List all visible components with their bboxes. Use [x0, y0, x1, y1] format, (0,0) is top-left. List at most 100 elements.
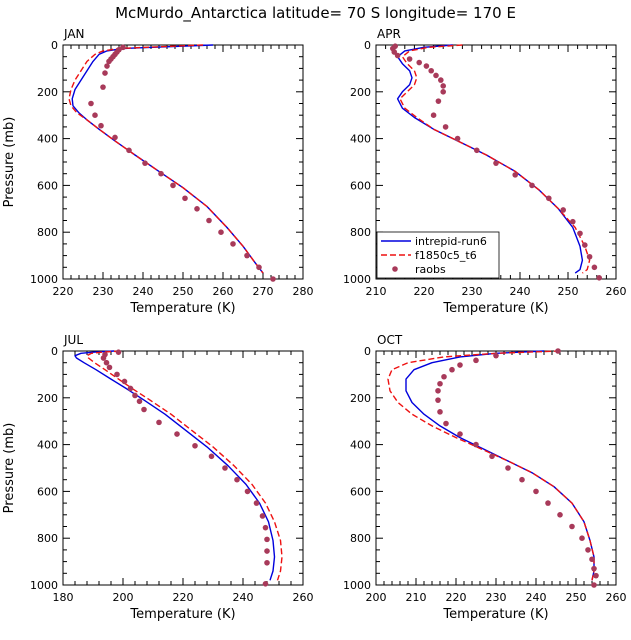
x-tick-label: 220	[414, 285, 435, 298]
raobs-point	[106, 58, 112, 65]
raobs-point	[474, 147, 480, 154]
y-tick-label: 400	[37, 133, 58, 146]
y-tick-label: 1000	[343, 273, 371, 286]
y-tick-label: 800	[37, 532, 58, 545]
raobs-point	[141, 406, 147, 413]
raobs-point	[270, 276, 276, 282]
raobs-point	[100, 355, 107, 361]
raobs-point	[449, 366, 455, 373]
legend-label: intrepid-run6	[415, 235, 487, 248]
x-tick-label: 260	[213, 285, 234, 298]
raobs-point	[222, 465, 228, 471]
x-tick-label: 230	[486, 591, 507, 604]
y-tick-label: 200	[350, 86, 371, 99]
raobs-point	[440, 89, 447, 95]
raobs-point	[586, 253, 593, 260]
raobs-point	[394, 52, 401, 59]
raobs-point	[428, 67, 435, 74]
x-tick-label: 210	[366, 285, 387, 298]
x-tick-label: 280	[293, 285, 314, 298]
raobs-point	[218, 229, 224, 235]
panel-label: APR	[377, 27, 401, 41]
raobs-point	[112, 134, 118, 141]
raobs-point	[156, 419, 162, 426]
raobs-point	[489, 453, 495, 460]
raobs-point	[136, 398, 143, 405]
raobs-point	[104, 63, 110, 69]
raobs-point	[416, 59, 423, 66]
raobs-point	[182, 195, 188, 202]
x-tick-label: 230	[462, 285, 483, 298]
raobs-point	[127, 385, 134, 392]
raobs-point	[437, 409, 443, 415]
raobs-point	[244, 488, 251, 495]
x-tick-label: 200	[366, 591, 387, 604]
panel-apr: 210 220 230 240 250 260 0 200 400 600 800 1000 APR Te…	[343, 27, 627, 316]
x-tick-label: 220	[173, 591, 194, 604]
intrepid-line	[405, 350, 595, 581]
raobs-point	[596, 275, 602, 281]
raobs-point	[493, 352, 499, 359]
panel-label: OCT	[377, 333, 403, 347]
raobs-point	[438, 77, 444, 83]
x-tick-label: 260	[606, 591, 627, 604]
y-tick-label: 0	[364, 39, 371, 52]
raobs-point	[106, 364, 113, 371]
y-tick-label: 400	[350, 439, 371, 452]
raobs-point	[253, 500, 260, 506]
f1850-line	[86, 350, 283, 581]
raobs-point	[174, 431, 180, 437]
raobs-point	[126, 147, 132, 154]
figure-title: McMurdo_Antarctica latitude= 70 S longit…	[115, 4, 516, 22]
raobs-point	[88, 100, 94, 107]
raobs-point	[441, 373, 447, 380]
raobs-point	[435, 397, 441, 403]
x-tick-label: 220	[446, 591, 467, 604]
raobs-point	[121, 378, 128, 385]
x-axis-label: Temperature (K)	[442, 607, 548, 622]
raobs-point	[230, 241, 236, 247]
panel-jul: 180 200 220 240 260 0 200 400 600 800 1000 JUL Tempe…	[2, 333, 314, 622]
x-tick-label: 250	[173, 285, 194, 298]
raobs-point	[170, 182, 176, 189]
legend-label: raobs	[415, 263, 446, 276]
x-tick-label: 260	[293, 591, 314, 604]
raobs-point	[98, 122, 104, 129]
y-tick-label: 600	[37, 179, 58, 192]
x-tick-label: 180	[53, 591, 74, 604]
raobs-point	[244, 252, 250, 259]
x-axis-label: Temperature (K)	[442, 301, 548, 316]
raobs-point	[208, 453, 215, 460]
raobs-point	[589, 556, 595, 563]
raobs-point	[406, 56, 413, 62]
raobs-point	[430, 112, 437, 118]
plot-frame	[375, 350, 617, 586]
raobs-point	[454, 135, 461, 142]
legend-label: f1850c5_t6	[415, 249, 477, 262]
x-tick-label: 200	[113, 591, 134, 604]
raobs-point	[158, 170, 164, 177]
raobs-point	[435, 98, 442, 104]
plot-frame	[62, 44, 304, 280]
x-tick-label: 270	[253, 285, 274, 298]
raobs-point	[264, 559, 270, 566]
y-tick-label: 600	[350, 179, 371, 192]
x-tick-label: 210	[406, 591, 427, 604]
panel-oct: 200 210 220 230 240 250 260 0 200 400 600 800 1000 OC…	[343, 333, 627, 622]
y-tick-label: 0	[51, 39, 58, 52]
x-axis-label: Temperature (K)	[129, 301, 235, 316]
raobs-point	[493, 160, 499, 166]
raobs-point	[533, 488, 539, 495]
raobs-point	[440, 83, 447, 89]
y-tick-label: 0	[364, 345, 371, 358]
x-tick-label: 240	[133, 285, 154, 298]
raobs-point	[593, 572, 599, 579]
y-tick-label: 200	[350, 392, 371, 405]
raobs-point	[473, 357, 479, 364]
raobs-point	[519, 476, 525, 483]
raobs-point	[262, 581, 269, 587]
x-tick-label: 220	[53, 285, 74, 298]
raobs-point	[457, 431, 463, 437]
raobs-point	[433, 72, 439, 79]
